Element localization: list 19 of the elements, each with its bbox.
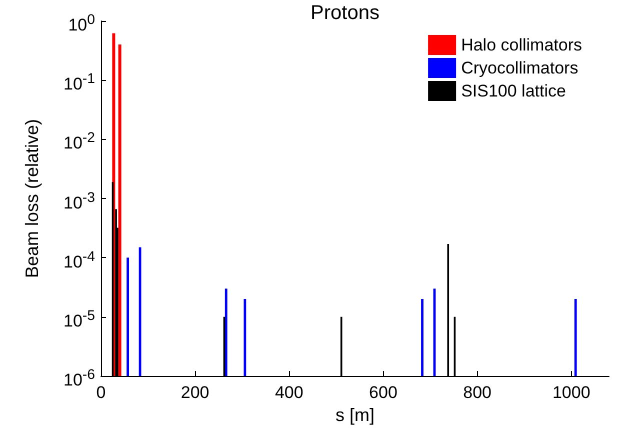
y-tick-label: 10$^{-4}$ [63, 248, 95, 272]
legend-label: Cryocollimators [461, 58, 578, 78]
y-tick-label: 10$^{-2}$ [63, 129, 95, 154]
x-tick-label: 200 [180, 383, 210, 402]
y-tick-label: 10$^{-6}$ [63, 366, 95, 391]
y-tick-label: 10$^{-1}$ [63, 70, 95, 95]
y-tick-label: 10$^{-3}$ [63, 188, 95, 214]
x-tick-label: 0 [96, 383, 106, 402]
y-tick-label: 10$^{0}$ [68, 11, 95, 36]
y-tick-label: 10$^{-5}$ [63, 306, 95, 332]
x-axis-title: s [m] [336, 405, 374, 425]
x-tick-label: 400 [274, 383, 304, 402]
x-tick-label: 600 [369, 383, 398, 402]
legend-label: Halo collimators [461, 36, 582, 54]
chart-title: Protons [310, 2, 380, 24]
legend-label: SIS100 lattice [461, 82, 566, 100]
y-axis-title: Beam loss (relative) [22, 118, 42, 278]
x-tick-label: 1000 [552, 383, 590, 402]
x-tick-label: 800 [463, 383, 492, 402]
